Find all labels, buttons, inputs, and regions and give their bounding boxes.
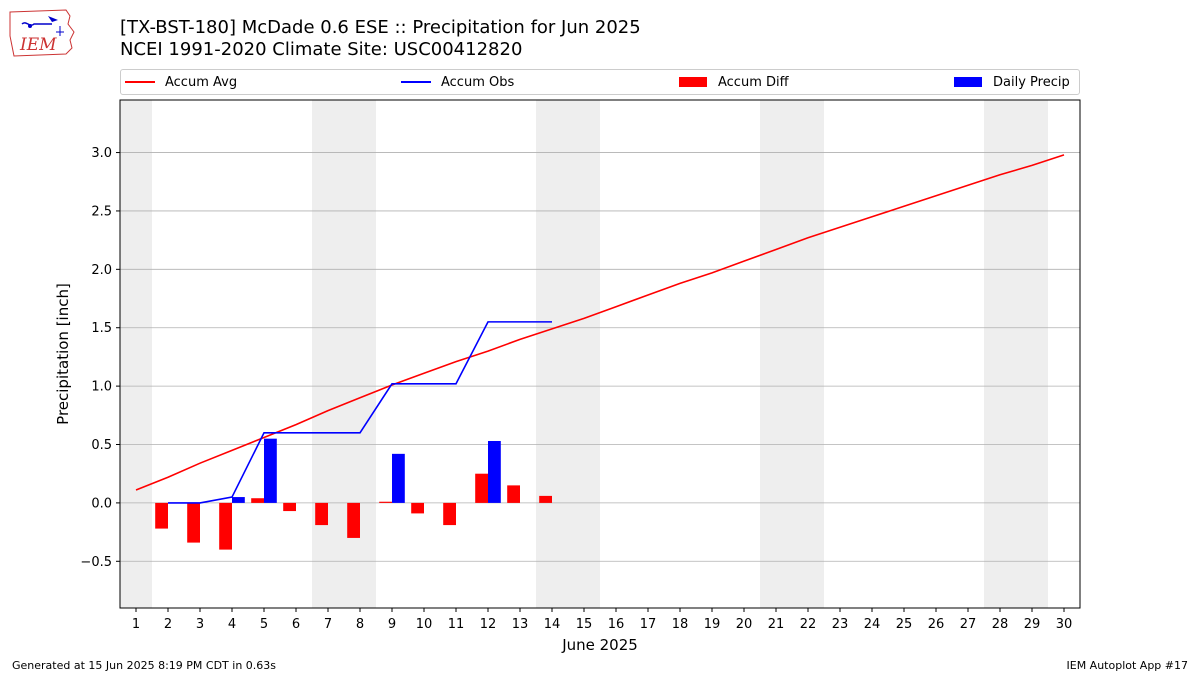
- accum-avg-line: [135, 154, 1065, 491]
- weekend-band-15: [568, 100, 600, 608]
- legend-item-accum-obs: Accum Obs: [401, 70, 514, 94]
- legend-swatch-daily-precip: [954, 77, 982, 87]
- legend-item-accum-diff: Accum Diff: [679, 70, 789, 94]
- x-tick-label-5: 5: [260, 617, 268, 632]
- legend-label-accum-avg: Accum Avg: [165, 74, 238, 90]
- accum-diff-bar-day-8: [347, 502, 360, 538]
- accum-diff-bar-day-7: [315, 502, 328, 526]
- x-tick-label-12: 12: [480, 617, 497, 632]
- accum-diff-bar-day-14: [539, 495, 552, 503]
- daily-precip-bar-day-4: [232, 497, 245, 503]
- x-tick-label-28: 28: [992, 617, 1009, 632]
- x-tick-label-16: 16: [608, 617, 625, 632]
- logo-text: IEM: [19, 35, 57, 55]
- y-gridlines: [120, 152, 1080, 562]
- weekend-band-21: [760, 100, 792, 608]
- bars: [155, 438, 552, 550]
- x-tick-label-20: 20: [736, 617, 753, 632]
- x-tick-label-13: 13: [512, 617, 529, 632]
- y-tick-label-3: 1.0: [91, 380, 112, 395]
- x-tick-label-8: 8: [356, 617, 364, 632]
- accum-diff-bar-day-11: [443, 502, 456, 526]
- x-tick-label-9: 9: [388, 617, 396, 632]
- y-tick-label-1: 0.0: [91, 496, 112, 511]
- y-tick-label-0: −0.5: [80, 555, 112, 570]
- weekend-band-14: [536, 100, 568, 608]
- iowa-map-icon: IEM: [9, 9, 75, 57]
- y-axis: −0.5 0.0 0.5 1.0 1.5 2.0 2.5 3.0: [80, 146, 120, 570]
- weekend-shading: [120, 100, 1048, 608]
- footer-generated: Generated at 15 Jun 2025 8:19 PM CDT in …: [12, 659, 277, 672]
- x-tick-label-10: 10: [416, 617, 433, 632]
- x-tick-label-30: 30: [1056, 617, 1073, 632]
- x-axis-label: June 2025: [561, 636, 638, 654]
- x-tick-label-29: 29: [1024, 617, 1041, 632]
- iem-logo: IEM: [8, 6, 80, 60]
- x-tick-label-18: 18: [672, 617, 689, 632]
- x-tick-label-27: 27: [960, 617, 977, 632]
- weekend-band-1: [120, 100, 152, 608]
- y-tick-label-4: 1.5: [91, 321, 112, 336]
- accum-diff-bar-day-2: [155, 502, 168, 529]
- plot-frame: [119, 99, 1081, 609]
- accum-obs-line: [168, 321, 552, 504]
- series-lines: [135, 154, 1065, 504]
- x-tick-label-19: 19: [704, 617, 721, 632]
- x-tick-label-22: 22: [800, 617, 817, 632]
- daily-precip-bar-day-12: [488, 441, 501, 503]
- accum-diff-bar-day-4: [219, 502, 232, 550]
- accum-diff-bar-day-3: [187, 502, 200, 543]
- legend-swatch-accum-obs: [401, 81, 431, 83]
- accum-diff-bar-day-10: [411, 502, 424, 514]
- x-tick-label-14: 14: [544, 617, 561, 632]
- footer-app: IEM Autoplot App #17: [1066, 659, 1189, 672]
- x-tick-label-4: 4: [228, 617, 236, 632]
- y-tick-label-2: 0.5: [91, 438, 112, 453]
- y-tick-label-7: 3.0: [91, 146, 112, 161]
- weekend-band-29: [1016, 100, 1048, 608]
- x-tick-label-6: 6: [292, 617, 300, 632]
- weekend-band-7: [312, 100, 344, 608]
- legend-item-accum-avg: Accum Avg: [125, 70, 237, 94]
- x-tick-label-25: 25: [896, 617, 913, 632]
- accum-diff-bar-day-13: [507, 485, 520, 503]
- x-tick-label-23: 23: [832, 617, 849, 632]
- x-tick-label-17: 17: [640, 617, 657, 632]
- x-tick-label-26: 26: [928, 617, 945, 632]
- x-tick-label-15: 15: [576, 617, 593, 632]
- x-tick-label-2: 2: [164, 617, 172, 632]
- chart-title: [TX-BST-180] McDade 0.6 ESE :: Precipita…: [120, 17, 641, 38]
- legend-item-daily-precip: Daily Precip: [954, 70, 1070, 94]
- x-tick-label-11: 11: [448, 617, 465, 632]
- legend-label-accum-obs: Accum Obs: [441, 74, 515, 90]
- y-tick-label-6: 2.5: [91, 204, 112, 219]
- y-tick-label-5: 2.0: [91, 263, 112, 278]
- chart-subtitle: NCEI 1991-2020 Climate Site: USC00412820: [120, 39, 523, 60]
- legend-label-accum-diff: Accum Diff: [718, 74, 789, 90]
- x-tick-label-7: 7: [324, 617, 332, 632]
- accum-diff-bar-day-12: [475, 473, 488, 503]
- y-axis-label: Precipitation [inch]: [54, 283, 72, 425]
- legend-label-daily-precip: Daily Precip: [993, 74, 1070, 90]
- accum-diff-bar-day-5: [251, 498, 264, 503]
- legend-swatch-accum-avg: [125, 81, 155, 83]
- legend-swatch-accum-diff: [679, 77, 707, 87]
- accum-diff-bar-day-6: [283, 502, 296, 512]
- daily-precip-bar-day-5: [264, 438, 277, 503]
- weekend-band-22: [792, 100, 824, 608]
- weekend-band-28: [984, 100, 1016, 608]
- x-tick-label-3: 3: [196, 617, 204, 632]
- x-tick-label-24: 24: [864, 617, 881, 632]
- legend: Accum Avg Accum Obs Accum Diff Daily Pre…: [120, 69, 1080, 95]
- daily-precip-bar-day-9: [392, 453, 405, 503]
- x-axis: 1 2 3 4 5 6 7 8 9 10 11 12 13 14 15 16 17 18 19 20 21 22 23 24 2…: [132, 608, 1072, 632]
- x-tick-label-21: 21: [768, 617, 785, 632]
- x-tick-label-1: 1: [132, 617, 140, 632]
- accum-diff-bar-day-9: [379, 501, 392, 503]
